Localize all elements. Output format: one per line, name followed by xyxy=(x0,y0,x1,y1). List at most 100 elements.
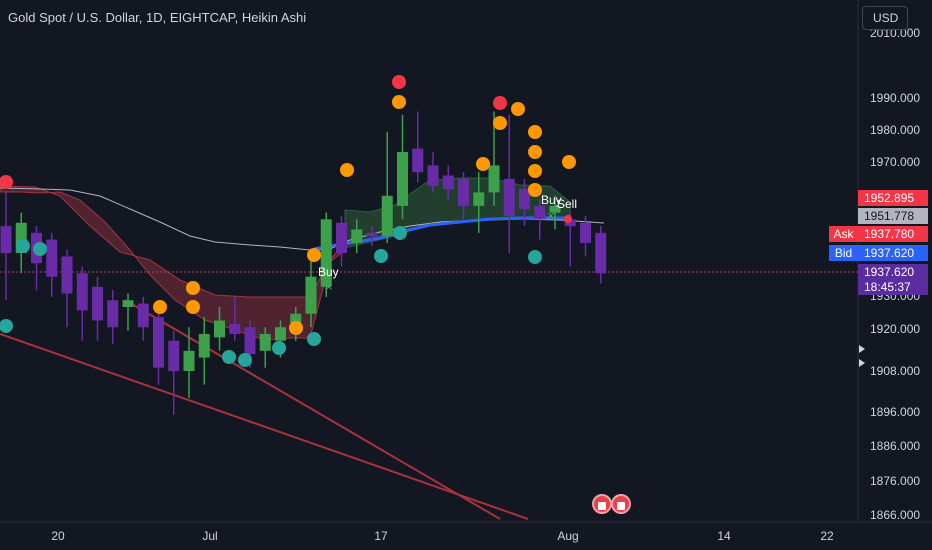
signal-dot-orange xyxy=(528,125,542,139)
candle-bear xyxy=(534,205,546,220)
signal-dot-orange xyxy=(153,300,167,314)
price-tag-gray: 1951.778 xyxy=(858,208,928,224)
buy-signal-label-high: Buy xyxy=(541,193,562,207)
sell-cross: × xyxy=(547,208,555,223)
signal-dot-orange xyxy=(186,281,200,295)
candle-bear xyxy=(0,226,12,254)
signal-dot-orange xyxy=(340,163,354,177)
ask-label: Ask xyxy=(829,226,858,242)
signal-dot-orange xyxy=(528,164,542,178)
signal-dot-teal xyxy=(222,350,236,364)
buy-signal-label-low: Buy xyxy=(318,265,339,279)
us-flag-event-icon[interactable] xyxy=(592,494,612,514)
signal-dot-teal xyxy=(528,250,542,264)
signal-dot-orange xyxy=(562,155,576,169)
candle-bear xyxy=(92,286,103,321)
price-tick: 1990.000 xyxy=(870,91,920,105)
signal-dot-orange xyxy=(511,102,525,116)
candle-bear xyxy=(153,317,164,368)
signal-dot-teal xyxy=(393,226,407,240)
candle-bull xyxy=(473,192,485,206)
signal-dot-orange xyxy=(476,157,490,171)
candle-bull xyxy=(549,205,561,213)
signal-dot-red xyxy=(0,175,13,189)
candle-bear xyxy=(580,222,591,243)
candle-bear xyxy=(46,239,58,277)
candle-bear xyxy=(412,148,424,173)
price-axis[interactable]: 2010.000 1990.000 1980.000 1970.000 1930… xyxy=(870,26,920,522)
bid-price-tag: 1937.620 xyxy=(858,245,928,261)
ask-price-tag: 1937.780 xyxy=(858,226,928,242)
bid-label: Bid xyxy=(829,245,858,261)
candle-bull xyxy=(397,151,408,206)
time-tick: 20 xyxy=(51,529,65,543)
time-tick: 14 xyxy=(717,529,731,543)
price-tick: 1970.000 xyxy=(870,155,920,169)
price-tag-red: 1952.895 xyxy=(858,190,928,206)
signal-dot-orange xyxy=(528,145,542,159)
candle-bull xyxy=(122,300,134,307)
price-tick: 1866.000 xyxy=(870,508,920,522)
price-tick: 1886.000 xyxy=(870,439,920,453)
candle-bear xyxy=(107,300,119,328)
time-tick: Aug xyxy=(557,529,578,543)
trendline-1 xyxy=(0,333,529,520)
candle-bull xyxy=(351,229,363,243)
candle-bear xyxy=(595,232,607,274)
bar-countdown: 18:45:37 xyxy=(858,279,928,295)
candle-bear xyxy=(244,327,256,355)
candle-bull xyxy=(305,276,317,314)
price-tick: 1896.000 xyxy=(870,405,920,419)
signal-dot-orange xyxy=(528,183,542,197)
candle-bear xyxy=(519,189,530,210)
buy-cross-low: × xyxy=(325,279,333,294)
candle-bull xyxy=(259,333,271,351)
last-price-tag: 1937.620 xyxy=(858,264,928,280)
candle-bull xyxy=(15,222,27,254)
signal-dot-red xyxy=(392,75,406,89)
candle-bull xyxy=(488,165,500,193)
candle-bear xyxy=(76,273,88,311)
signal-dot-teal xyxy=(272,341,286,355)
candle-bull xyxy=(320,219,332,287)
candle-bear xyxy=(366,232,378,237)
signal-dot-orange xyxy=(493,116,507,130)
time-axis[interactable]: 20 Jul 17 Aug 14 22 xyxy=(51,529,834,543)
chart-title[interactable]: Gold Spot / U.S. Dollar, 1D, EIGHTCAP, H… xyxy=(8,10,307,25)
candle-bear xyxy=(137,303,149,328)
price-tick: 1908.000 xyxy=(870,364,920,378)
candle-bear xyxy=(427,165,439,186)
scroll-right-arrow-icon[interactable] xyxy=(859,345,865,353)
candle-bull xyxy=(214,320,225,338)
signal-dot-teal xyxy=(16,239,30,253)
signal-dot-orange xyxy=(392,95,406,109)
currency-button[interactable]: USD xyxy=(862,6,908,30)
price-tick: 1920.000 xyxy=(870,322,920,336)
scroll-right-arrow-icon[interactable] xyxy=(859,359,865,367)
red-cloud-band xyxy=(0,185,346,341)
time-tick: 22 xyxy=(820,529,834,543)
candle-bear xyxy=(168,340,180,372)
candle-bear xyxy=(336,222,347,254)
sell-signal-label: Sell xyxy=(557,197,577,211)
candle-bear xyxy=(442,175,454,190)
candle-bull xyxy=(198,333,210,358)
candle-bear xyxy=(458,178,469,206)
signal-dots xyxy=(0,75,576,367)
signal-dot-teal xyxy=(33,242,47,256)
price-tick: 1876.000 xyxy=(870,474,920,488)
signal-dot-orange xyxy=(307,248,321,262)
signal-dot-teal xyxy=(307,332,321,346)
signal-dot-teal xyxy=(374,249,388,263)
candle-bull xyxy=(275,327,286,341)
time-tick: Jul xyxy=(202,529,217,543)
candle-bull xyxy=(183,350,195,372)
candles-group xyxy=(0,111,607,415)
price-tick: 1980.000 xyxy=(870,123,920,137)
time-tick: 17 xyxy=(374,529,388,543)
us-flag-event-icon[interactable] xyxy=(611,494,631,514)
candle-bear xyxy=(564,219,576,227)
candle-bear xyxy=(229,323,241,334)
